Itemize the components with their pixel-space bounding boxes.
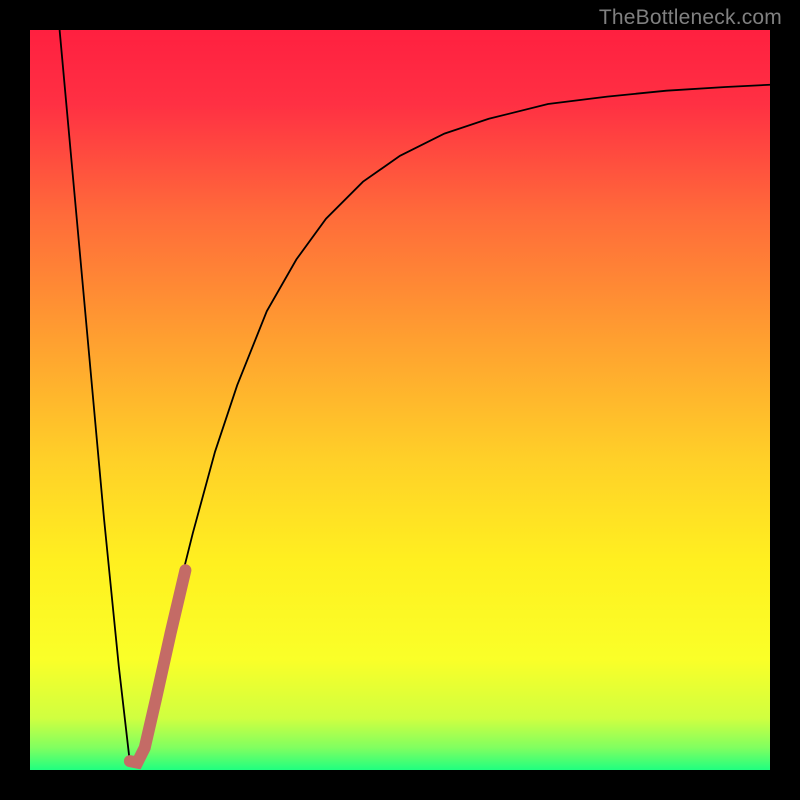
chart-container: TheBottleneck.com — [0, 0, 800, 800]
watermark-text: TheBottleneck.com — [599, 6, 782, 30]
bottleneck-chart — [0, 0, 800, 800]
plot-background — [30, 30, 770, 770]
